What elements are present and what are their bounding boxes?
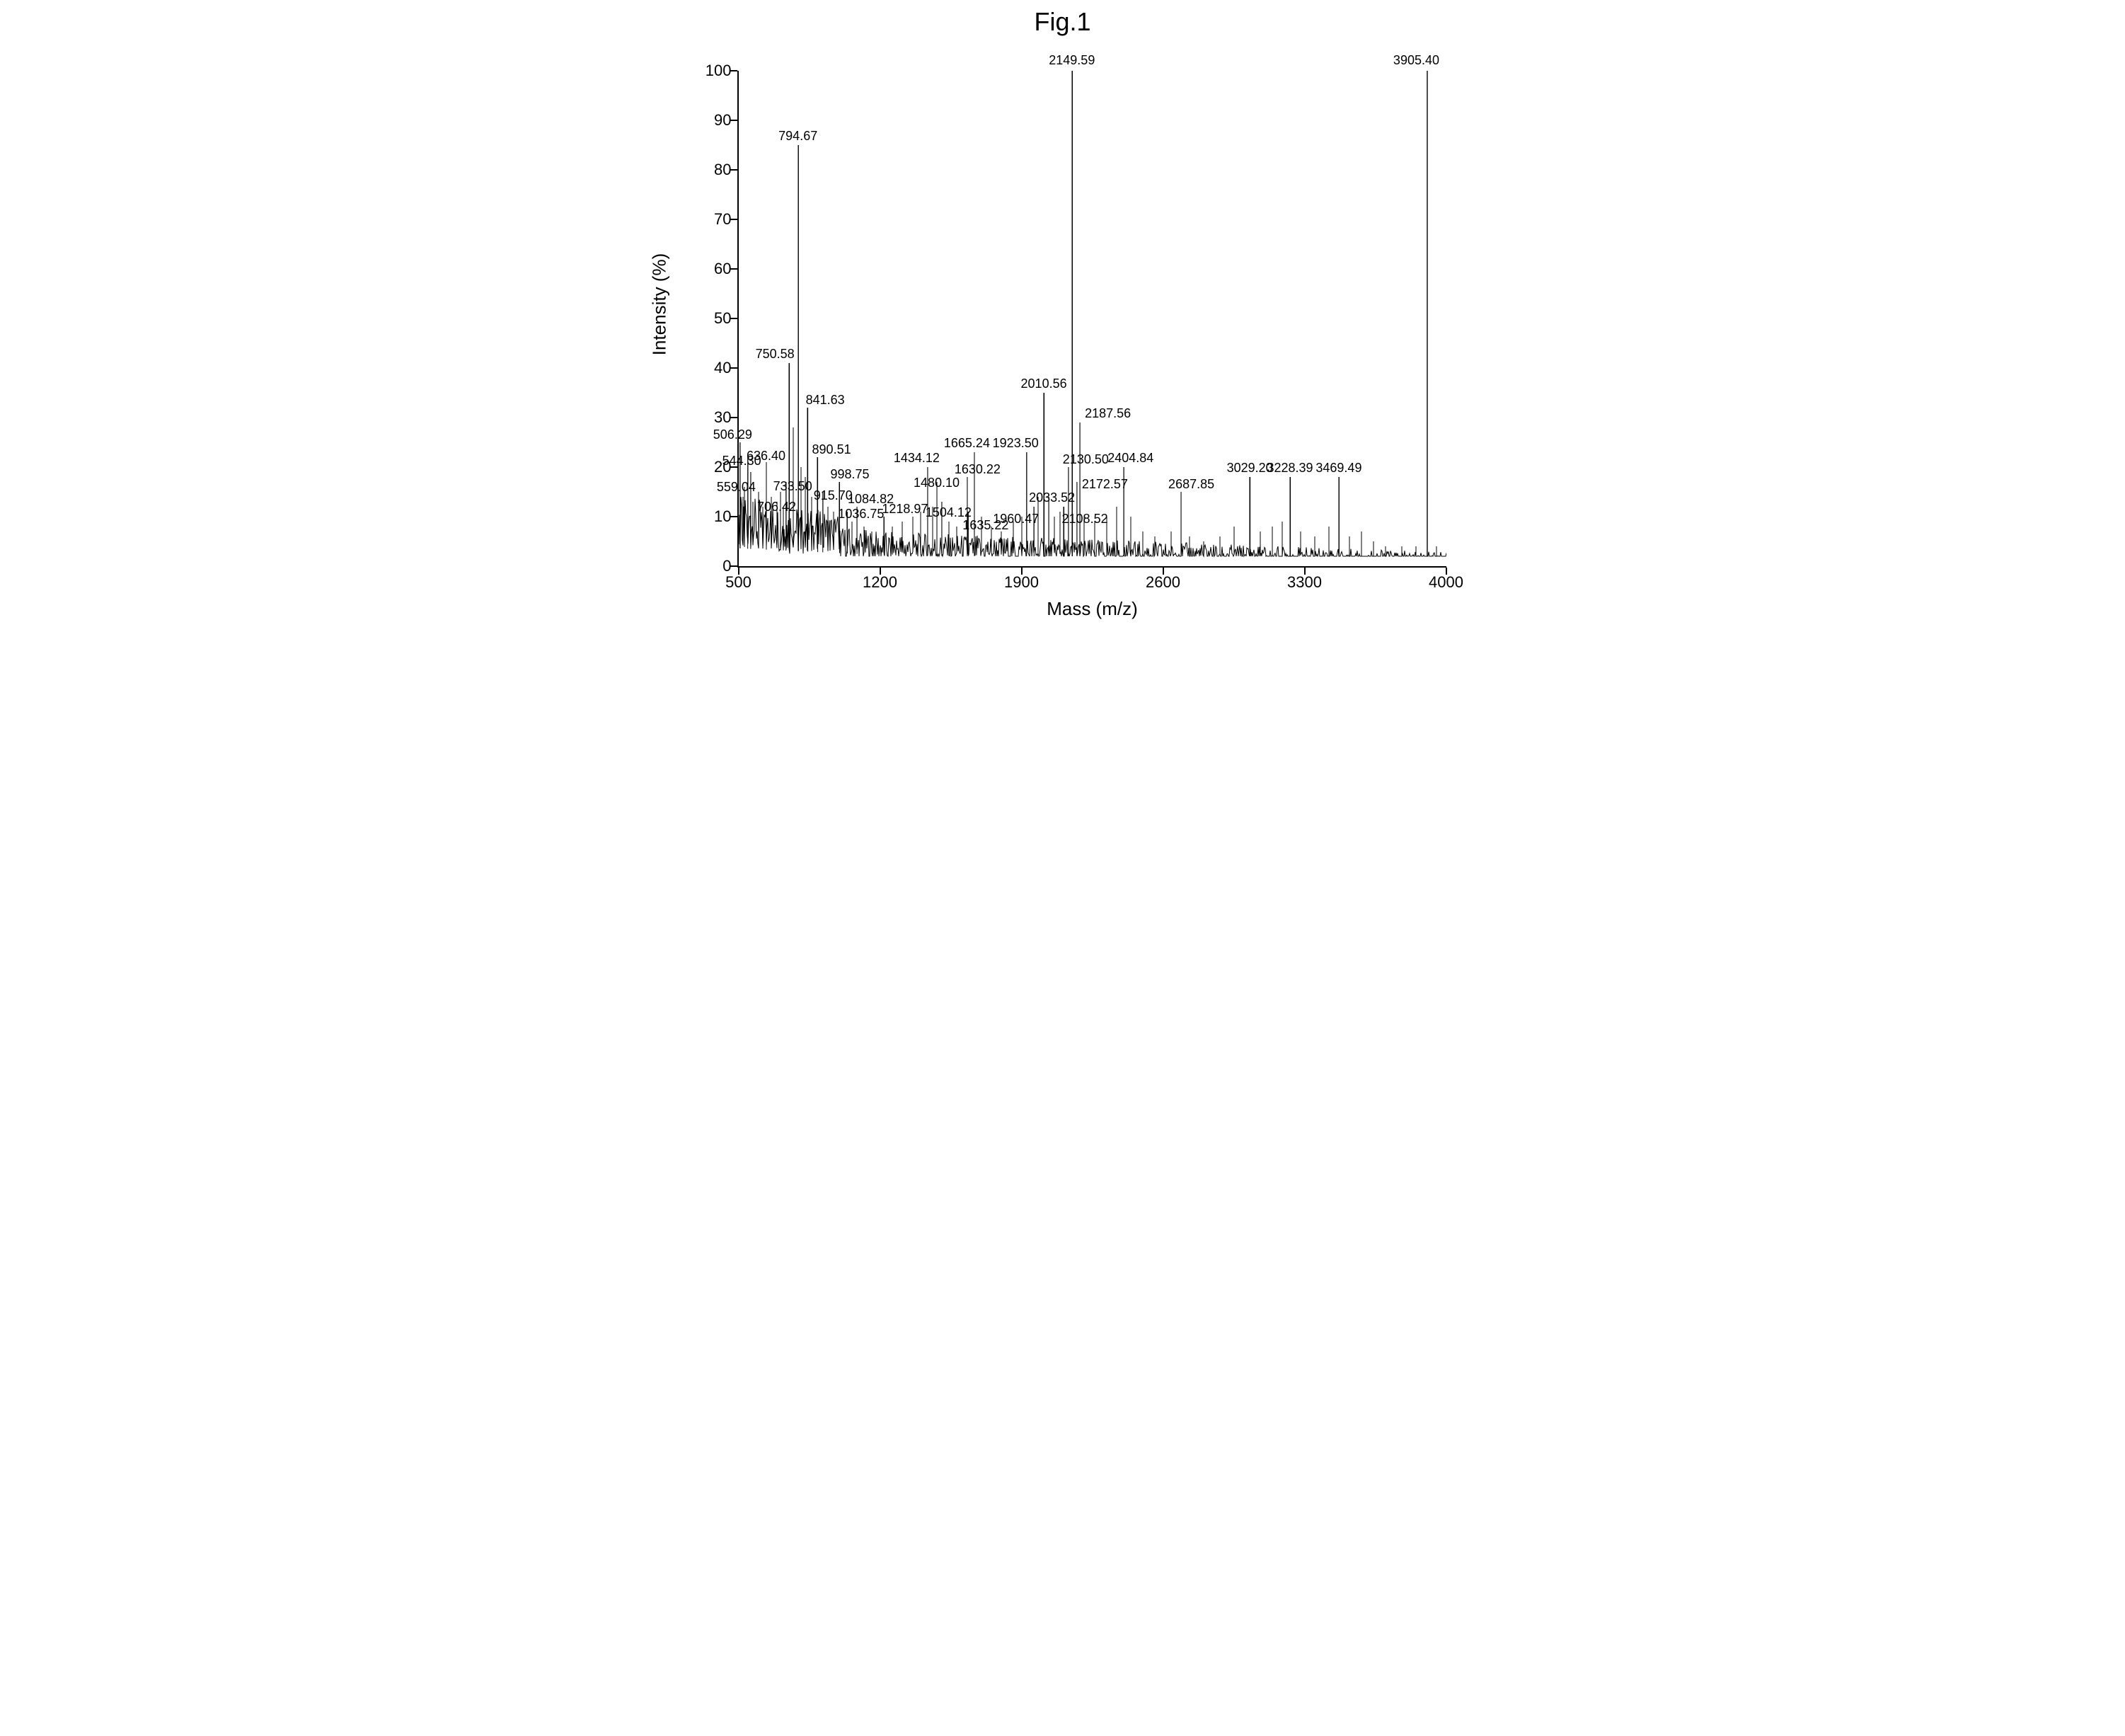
peak-label: 794.67 bbox=[778, 130, 817, 142]
peak-label: 706.42 bbox=[757, 500, 796, 513]
peak-label: 3029.20 bbox=[1227, 461, 1273, 474]
peak-label: 1665.24 bbox=[944, 437, 990, 449]
peak-label: 1630.22 bbox=[955, 463, 1001, 476]
peak-label: 2130.50 bbox=[1063, 453, 1109, 466]
peak-label: 915.70 bbox=[814, 489, 853, 502]
axes-frame: Mass (m/z) 01020304050607080901005001200… bbox=[737, 71, 1446, 568]
peak-label: 2404.84 bbox=[1107, 452, 1153, 464]
peak-label: 998.75 bbox=[830, 468, 869, 481]
y-tick-label: 100 bbox=[689, 62, 732, 80]
plot-wrap: Mass (m/z) 01020304050607080901005001200… bbox=[688, 57, 1466, 637]
peak-label: 636.40 bbox=[747, 449, 785, 462]
x-tick-label: 2600 bbox=[1146, 573, 1180, 592]
y-axis-label: Intensity (%) bbox=[648, 253, 670, 356]
y-tick-label: 50 bbox=[689, 309, 732, 328]
peak-label: 2108.52 bbox=[1062, 512, 1108, 525]
peak-label: 1480.10 bbox=[914, 476, 960, 489]
peak-label: 1218.97 bbox=[882, 502, 928, 515]
x-tick-label: 1900 bbox=[1004, 573, 1039, 592]
peak-label: 2149.59 bbox=[1049, 54, 1095, 67]
peak-label: 1923.50 bbox=[993, 437, 1039, 449]
x-tick-label: 1200 bbox=[863, 573, 897, 592]
peak-label: 2187.56 bbox=[1085, 407, 1131, 420]
x-tick-label: 4000 bbox=[1429, 573, 1463, 592]
y-tick-label: 60 bbox=[689, 260, 732, 278]
peak-label: 2687.85 bbox=[1168, 478, 1214, 490]
peak-label: 559.04 bbox=[717, 481, 756, 493]
y-tick-label: 70 bbox=[689, 210, 732, 229]
x-tick-label: 500 bbox=[725, 573, 751, 592]
page: Fig.1 Mass (m/z) 01020304050607080901005… bbox=[638, 0, 1487, 694]
peak-label: 2033.52 bbox=[1029, 491, 1075, 504]
y-tick-label: 40 bbox=[689, 359, 732, 377]
peak-label: 3469.49 bbox=[1315, 461, 1361, 474]
figure-title: Fig.1 bbox=[638, 7, 1487, 37]
y-tick-label: 90 bbox=[689, 111, 732, 130]
x-axis-label: Mass (m/z) bbox=[739, 598, 1446, 620]
peak-label: 1960.47 bbox=[993, 512, 1039, 525]
peak-label: 2010.56 bbox=[1021, 377, 1067, 390]
peak-label: 1434.12 bbox=[894, 452, 940, 464]
peak-label: 1504.12 bbox=[926, 506, 972, 519]
peak-label: 750.58 bbox=[756, 347, 795, 360]
y-tick-label: 30 bbox=[689, 408, 732, 427]
x-tick-label: 3300 bbox=[1287, 573, 1322, 592]
peak-label: 841.63 bbox=[806, 393, 845, 406]
peak-label: 506.29 bbox=[713, 428, 752, 441]
peak-label: 733.50 bbox=[773, 480, 812, 493]
peak-label: 890.51 bbox=[812, 443, 851, 456]
y-tick-label: 10 bbox=[689, 507, 732, 526]
y-tick-label: 80 bbox=[689, 161, 732, 179]
peak-label: 2172.57 bbox=[1082, 478, 1128, 490]
peak-label: 3228.39 bbox=[1267, 461, 1313, 474]
peak-label: 1036.75 bbox=[838, 507, 884, 520]
peak-label: 3905.40 bbox=[1393, 54, 1439, 67]
